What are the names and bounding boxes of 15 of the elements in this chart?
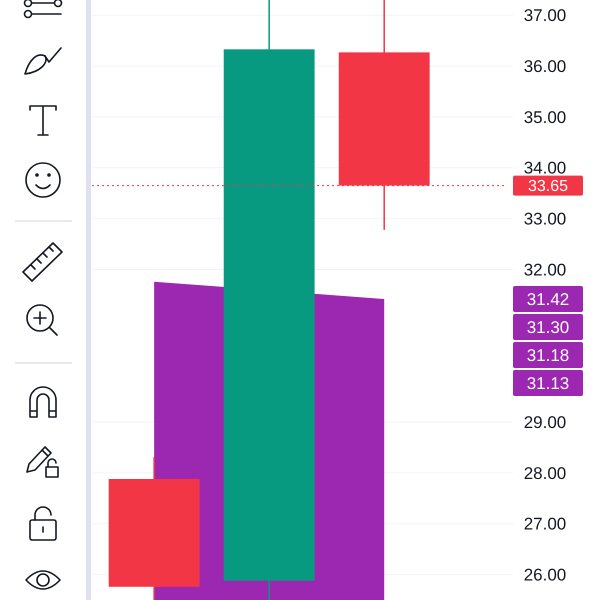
y-tick-label: 29.00 [524, 412, 566, 432]
y-tick-label: 33.00 [524, 210, 566, 229]
text: 31.30 [526, 318, 570, 337]
text: 31.13 [526, 374, 570, 393]
y-tick-label: 37.00 [524, 6, 566, 26]
text: 31.42 [526, 290, 570, 309]
y-tick-label: 34.00 [524, 158, 566, 178]
y-tick-label: 28.00 [524, 464, 566, 483]
y-tick-label: 32.00 [524, 260, 566, 280]
y-tick-label: 36.00 [524, 57, 566, 76]
y-tick-label: 27.00 [524, 514, 566, 534]
text: 31.18 [526, 346, 570, 365]
y-tick-label: 26.00 [524, 566, 566, 585]
ref-line-label: 33.65 [528, 178, 568, 196]
y-tick-label: 35.00 [524, 108, 566, 127]
